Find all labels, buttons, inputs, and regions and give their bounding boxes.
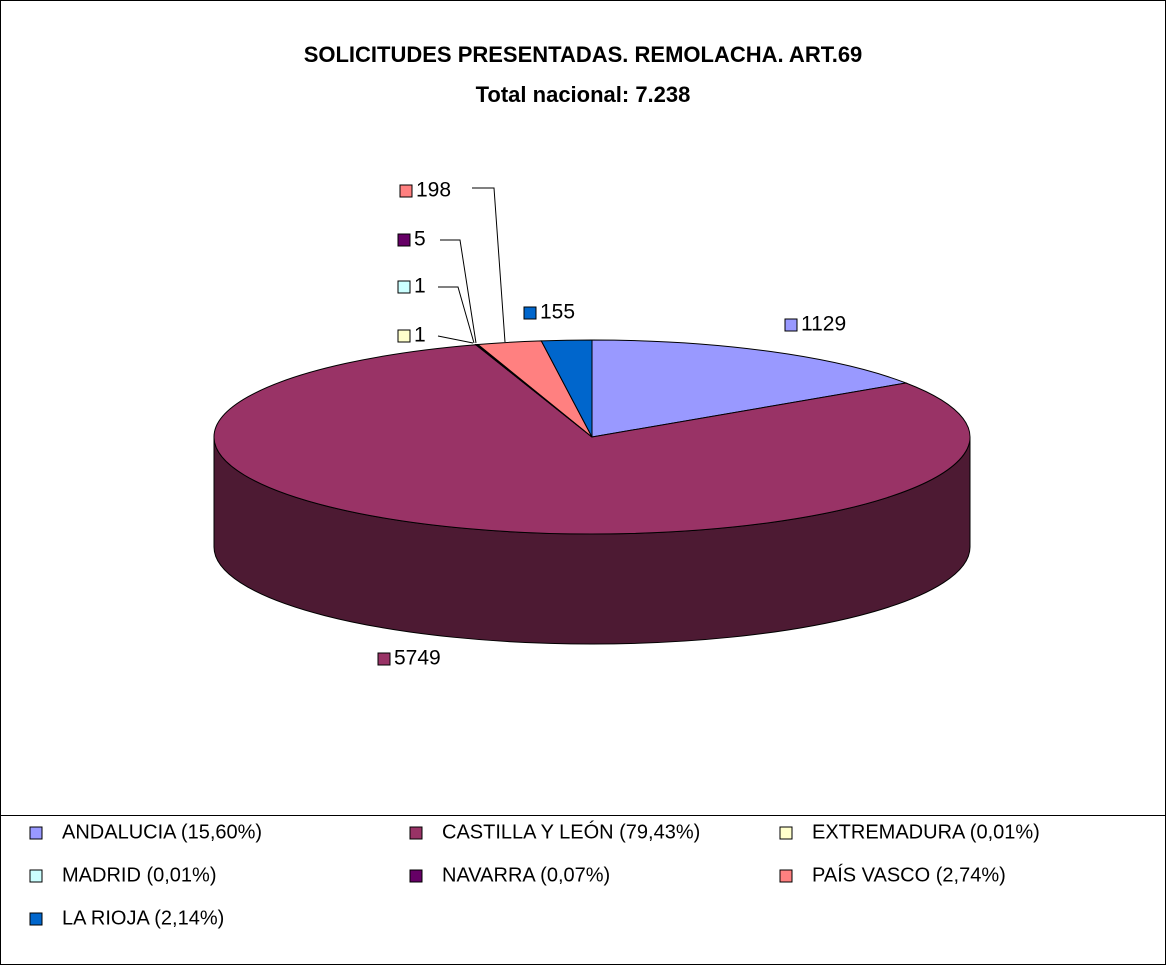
legend-label: ANDALUCIA (15,60%) bbox=[62, 821, 262, 843]
chart-title: SOLICITUDES PRESENTADAS. REMOLACHA. ART.… bbox=[304, 42, 863, 67]
legend-key bbox=[29, 826, 43, 840]
legend-key bbox=[779, 826, 793, 840]
data-label: 5 bbox=[414, 228, 426, 251]
chart-subtitle: Total nacional: 7.238 bbox=[476, 82, 691, 107]
label-key bbox=[397, 233, 411, 247]
label-key bbox=[784, 318, 798, 332]
legend-key bbox=[409, 869, 423, 883]
legend-key bbox=[29, 912, 43, 926]
label-key bbox=[523, 306, 537, 320]
label-key bbox=[377, 652, 391, 666]
legend-label: PAÍS VASCO (2,74%) bbox=[812, 863, 1006, 886]
leader-line bbox=[438, 286, 475, 344]
leader-line bbox=[472, 187, 506, 343]
data-label: 155 bbox=[540, 301, 575, 324]
slice bbox=[540, 339, 593, 438]
slice bbox=[213, 344, 971, 535]
label-key bbox=[397, 329, 411, 343]
legend-key bbox=[409, 826, 423, 840]
label-key bbox=[397, 280, 411, 294]
legend-label: NAVARRA (0,07%) bbox=[442, 864, 610, 886]
leader-line bbox=[437, 335, 474, 344]
data-label: 1 bbox=[414, 324, 426, 347]
legend-label: EXTREMADURA (0,01%) bbox=[812, 821, 1040, 843]
data-label: 1 bbox=[414, 275, 426, 298]
data-label: 198 bbox=[416, 179, 451, 202]
legend-key bbox=[29, 869, 43, 883]
slice bbox=[591, 339, 908, 438]
legend-label: MADRID (0,01%) bbox=[62, 864, 216, 886]
leader-lines bbox=[437, 187, 506, 344]
data-label: 1129 bbox=[801, 313, 846, 336]
label-key bbox=[399, 184, 413, 198]
legend-label: LA RIOJA (2,14%) bbox=[62, 907, 224, 929]
legend-label: CASTILLA Y LEÓN (79,43%) bbox=[442, 820, 700, 843]
leader-line bbox=[440, 239, 477, 344]
data-label: 5749 bbox=[394, 647, 441, 670]
legend-key bbox=[779, 869, 793, 883]
